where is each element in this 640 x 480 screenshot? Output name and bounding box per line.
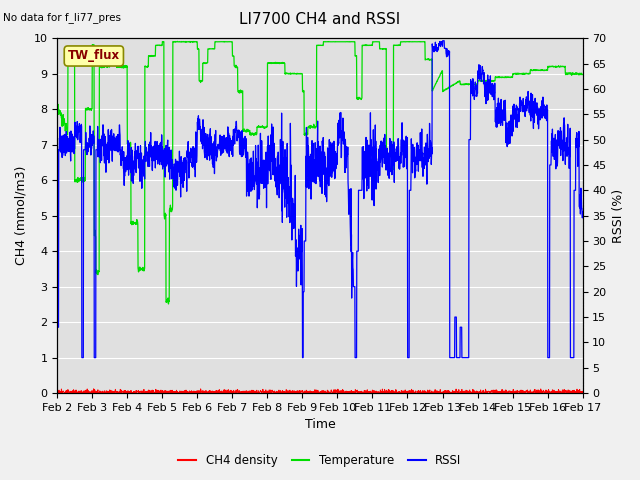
Y-axis label: CH4 (mmol/m3): CH4 (mmol/m3) <box>15 166 28 265</box>
X-axis label: Time: Time <box>305 419 335 432</box>
Text: LI7700 CH4 and RSSI: LI7700 CH4 and RSSI <box>239 12 401 27</box>
Text: TW_flux: TW_flux <box>68 49 120 62</box>
Text: No data for f_li77_pres: No data for f_li77_pres <box>3 12 121 23</box>
Legend: CH4 density, Temperature, RSSI: CH4 density, Temperature, RSSI <box>173 449 467 472</box>
Y-axis label: RSSI (%): RSSI (%) <box>612 189 625 243</box>
